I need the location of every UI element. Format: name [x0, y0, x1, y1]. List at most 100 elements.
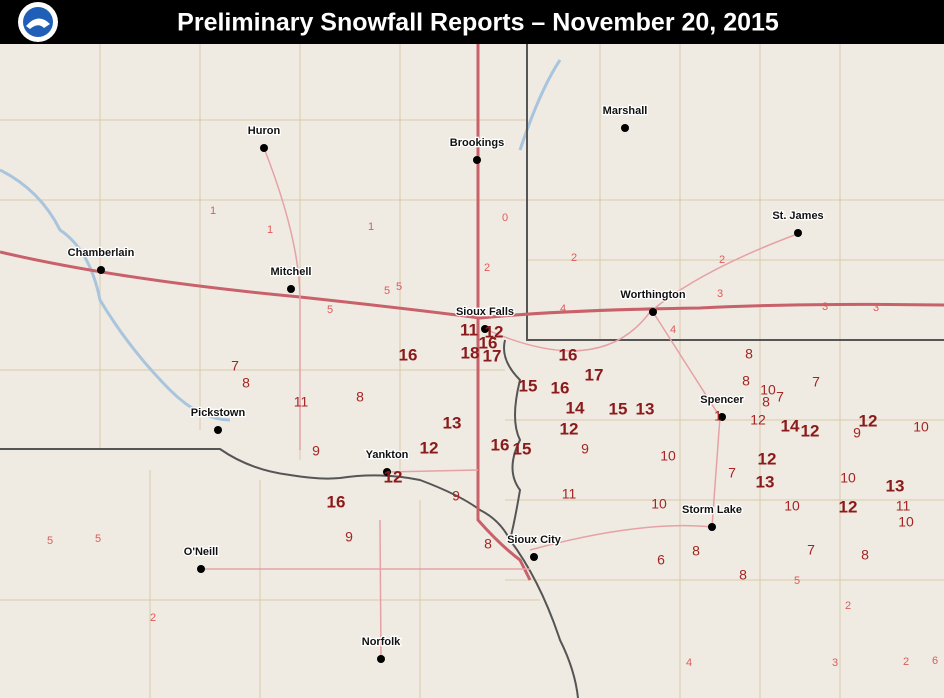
city-dot	[377, 655, 385, 663]
snowfall-report: 10	[913, 419, 929, 435]
snowfall-report: 15	[609, 399, 628, 418]
city-dot	[530, 553, 538, 561]
snowfall-report: 2	[845, 600, 851, 612]
snowfall-report: 10	[660, 448, 676, 464]
snowfall-report: 13	[443, 413, 462, 432]
snowfall-report: 10	[651, 496, 667, 512]
snowfall-report: 2	[571, 252, 577, 264]
snowfall-report: 5	[396, 281, 402, 293]
city-label: Norfolk	[362, 636, 401, 648]
snowfall-report: 8	[762, 394, 770, 410]
city-dot	[718, 413, 726, 421]
snowfall-report: 10	[840, 470, 856, 486]
snowfall-report: 2	[719, 254, 725, 266]
city-label: Spencer	[700, 394, 744, 406]
snowfall-report: 2	[903, 656, 909, 668]
city-label: O'Neill	[184, 546, 218, 558]
snowfall-report: 12	[750, 412, 766, 428]
map	[0, 44, 944, 698]
city-dot	[481, 325, 489, 333]
snowfall-report: 4	[670, 324, 676, 336]
city-label: Yankton	[366, 449, 409, 461]
snowfall-report: 13	[886, 476, 905, 495]
snowfall-report: 11	[562, 486, 577, 502]
snowfall-report: 13	[756, 472, 775, 491]
snowfall-report: 1	[368, 221, 374, 233]
snowfall-report: 13	[636, 399, 655, 418]
snowfall-report: 3	[717, 288, 723, 300]
snowfall-report: 11	[896, 498, 911, 514]
snowfall-report: 5	[384, 285, 390, 297]
snowfall-report: 12	[758, 449, 777, 468]
snowfall-report: 7	[812, 374, 820, 390]
snowfall-report: 9	[345, 529, 353, 545]
city-label: Pickstown	[191, 407, 246, 419]
snowfall-report: 16	[479, 333, 498, 352]
city-dot	[621, 124, 629, 132]
city-label: Sioux Falls	[456, 306, 514, 318]
city-label: Mitchell	[271, 266, 312, 278]
snowfall-report: 16	[491, 435, 510, 454]
snowfall-report: 7	[776, 389, 784, 405]
snowfall-report: 10	[760, 382, 776, 398]
snowfall-report: 2	[484, 262, 490, 274]
city-label: Chamberlain	[68, 247, 135, 259]
snowfall-report: 10	[898, 514, 914, 530]
snowfall-report: 8	[484, 536, 492, 552]
snowfall-report: 4	[686, 657, 692, 669]
snowfall-report: 8	[861, 547, 869, 563]
city-label: Sioux City	[507, 534, 562, 546]
snowfall-report: 11	[294, 394, 309, 410]
snowfall-report: 8	[356, 389, 364, 405]
snowfall-report: 12	[859, 411, 878, 430]
snowfall-report: 16	[551, 378, 570, 397]
snowfall-report: 8	[692, 543, 700, 559]
snowfall-report: 5	[327, 304, 333, 316]
snowfall-report: 3	[873, 302, 879, 314]
snowfall-report: 8	[242, 375, 250, 391]
city-label: Storm Lake	[682, 504, 742, 516]
snowfall-report: 16	[327, 492, 346, 511]
snowfall-report: 12	[384, 467, 403, 486]
snowfall-report: 7	[807, 542, 815, 558]
city-label: Brookings	[450, 137, 504, 149]
title: Preliminary Snowfall Reports – November …	[177, 9, 779, 37]
snowfall-report: 17	[483, 346, 502, 365]
snowfall-report: 15	[513, 439, 532, 458]
city-label: Marshall	[603, 105, 648, 117]
snowfall-report: 10	[784, 498, 800, 514]
city-dot	[383, 468, 391, 476]
snowfall-report: 8	[745, 346, 753, 362]
city-dot	[794, 229, 802, 237]
snowfall-report: 14	[566, 398, 585, 417]
snowfall-report: 8	[742, 373, 750, 389]
snowfall-report: 0	[502, 212, 508, 224]
city-label: Worthington	[620, 289, 685, 301]
city-dot	[97, 266, 105, 274]
city-dot	[473, 156, 481, 164]
snowfall-report: 6	[932, 655, 938, 667]
snowfall-report: 1	[267, 224, 273, 236]
snowfall-report: 15	[519, 376, 538, 395]
snowfall-report: 7	[231, 358, 239, 374]
snowfall-report: 8	[739, 567, 747, 583]
title-bar	[0, 0, 944, 44]
city-dot	[260, 144, 268, 152]
snowfall-report: 5	[95, 533, 101, 545]
snowfall-report: 3	[832, 657, 838, 669]
snowfall-report: 11	[460, 320, 478, 339]
snowfall-report: 16	[559, 345, 578, 364]
snowfall-report: 9	[853, 425, 861, 441]
snowfall-report: 16	[399, 345, 418, 364]
snowfall-report: 7	[728, 465, 736, 481]
snowfall-report: 14	[781, 416, 800, 435]
snowfall-report: 9	[452, 488, 460, 504]
snowfall-report: 2	[150, 612, 156, 624]
nws-logo	[18, 2, 58, 42]
snowfall-report: 6	[657, 552, 665, 568]
city-dot	[287, 285, 295, 293]
city-dot	[649, 308, 657, 316]
snowfall-report: 5	[794, 575, 800, 587]
snowfall-report: 9	[312, 443, 320, 459]
